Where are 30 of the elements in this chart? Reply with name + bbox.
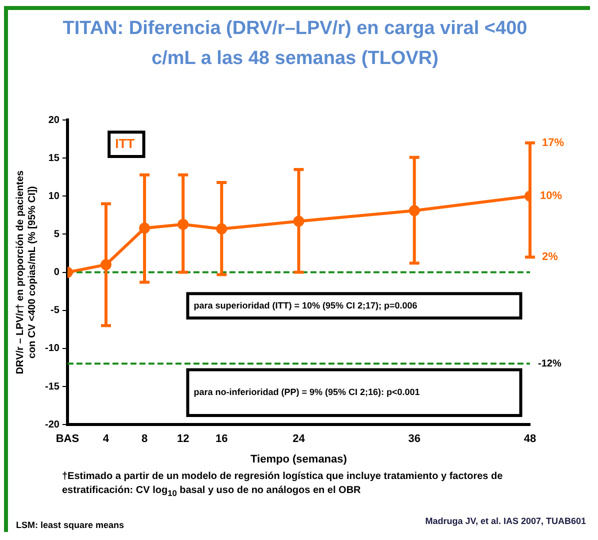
- x-tick-label: BAS: [56, 433, 80, 446]
- text: LSM: least square means: [16, 520, 124, 530]
- y-tick-label: 5: [54, 228, 60, 240]
- y-tick-label: -20: [45, 419, 60, 430]
- annotation: ITT: [115, 136, 135, 151]
- y-tick-label: 10: [48, 190, 60, 202]
- y-tick-label: 15: [48, 152, 60, 164]
- annotation: 17%: [542, 136, 564, 149]
- chart-title: TITAN: Diferencia (DRV/r–LPV/r) en carga viral <400 c/mL a las 48 semanas (TLOVR): [62, 17, 528, 71]
- y-tick-label: -5: [50, 305, 60, 316]
- y-axis-title: DRV/r – LPV/r† en proporción de pacientes con CV <400 copias/mL (% [95% CI]): [14, 170, 38, 374]
- text: †Estimado a partir de un modelo de regresión logística que incluye tratamiento y factores de estratificación: CV log$_{10}$ basal y uso de no análogos en el OBR: [62, 470, 504, 500]
- text: Madruga JV, et al. IAS 2007, TUAB601: [425, 516, 586, 526]
- y-tick-label: 20: [48, 114, 60, 126]
- x-tick-label: 24: [292, 433, 306, 446]
- y-tick-label: -10: [45, 343, 60, 354]
- annotation: para superioridad (ITT) = 10% (95% CI 2;17); p=0.006: [194, 300, 418, 310]
- y-tick-label: -15: [45, 381, 60, 392]
- x-axis-title: Tiempo (semanas): [250, 453, 348, 466]
- x-tick-label: 36: [408, 433, 420, 446]
- x-tick-label: 16: [216, 433, 228, 446]
- annotation: 2%: [542, 251, 558, 264]
- x-tick-label: 12: [176, 433, 190, 446]
- ref-line-label: -12%: [538, 358, 562, 370]
- y-tick-label: 0: [54, 267, 60, 278]
- x-tick-label: 8: [141, 433, 148, 446]
- x-tick-label: 48: [524, 433, 536, 446]
- annotation: para no-inferioridad (PP) = 9% (95% CI 2;16): p<0.001: [194, 387, 420, 398]
- x-tick-label: 4: [102, 433, 110, 446]
- data-label: 10%: [540, 190, 562, 202]
